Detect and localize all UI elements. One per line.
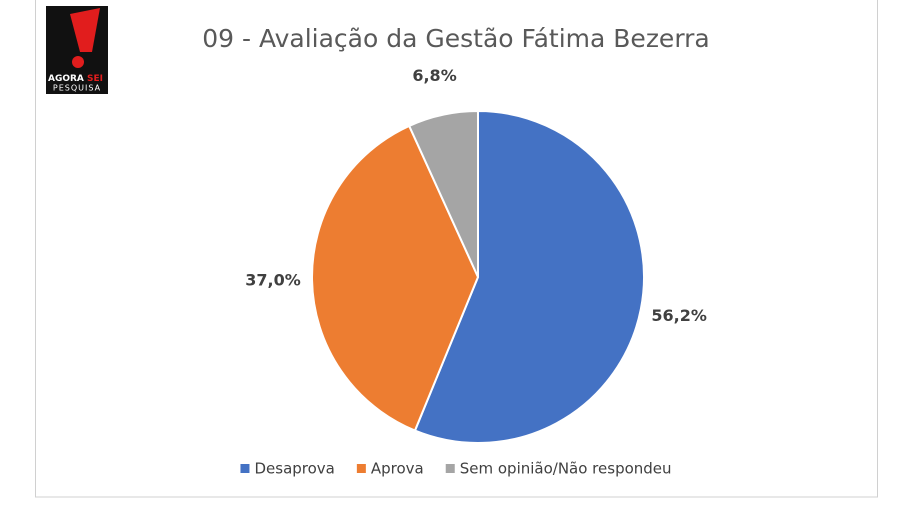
logo-brand: AGORA SEI xyxy=(48,74,103,84)
pie-slice xyxy=(311,124,480,432)
pie-slice xyxy=(413,109,645,444)
data-label: 6,8% xyxy=(412,66,456,85)
legend-label: Aprova xyxy=(371,460,424,478)
legend-swatch xyxy=(356,464,366,473)
legend-swatch xyxy=(445,464,455,473)
logo-brand-2: SEI xyxy=(87,74,103,84)
logo-brand-1: AGORA xyxy=(48,74,84,84)
chart-title: 09 - Avaliação da Gestão Fátima Bezerra xyxy=(202,24,710,53)
logo: AGORA SEI PESQUISA xyxy=(46,6,108,94)
pie-slice xyxy=(407,109,479,278)
legend-label: Desaprova xyxy=(254,460,334,478)
logo-mark xyxy=(70,8,100,52)
legend-swatch xyxy=(240,464,250,473)
data-label: 56,2% xyxy=(651,306,707,325)
legend-label: Sem opinião/Não respondeu xyxy=(460,460,672,478)
logo-dot xyxy=(72,56,84,68)
logo-tagline: PESQUISA xyxy=(53,84,101,93)
data-label: 37,0% xyxy=(245,270,301,289)
